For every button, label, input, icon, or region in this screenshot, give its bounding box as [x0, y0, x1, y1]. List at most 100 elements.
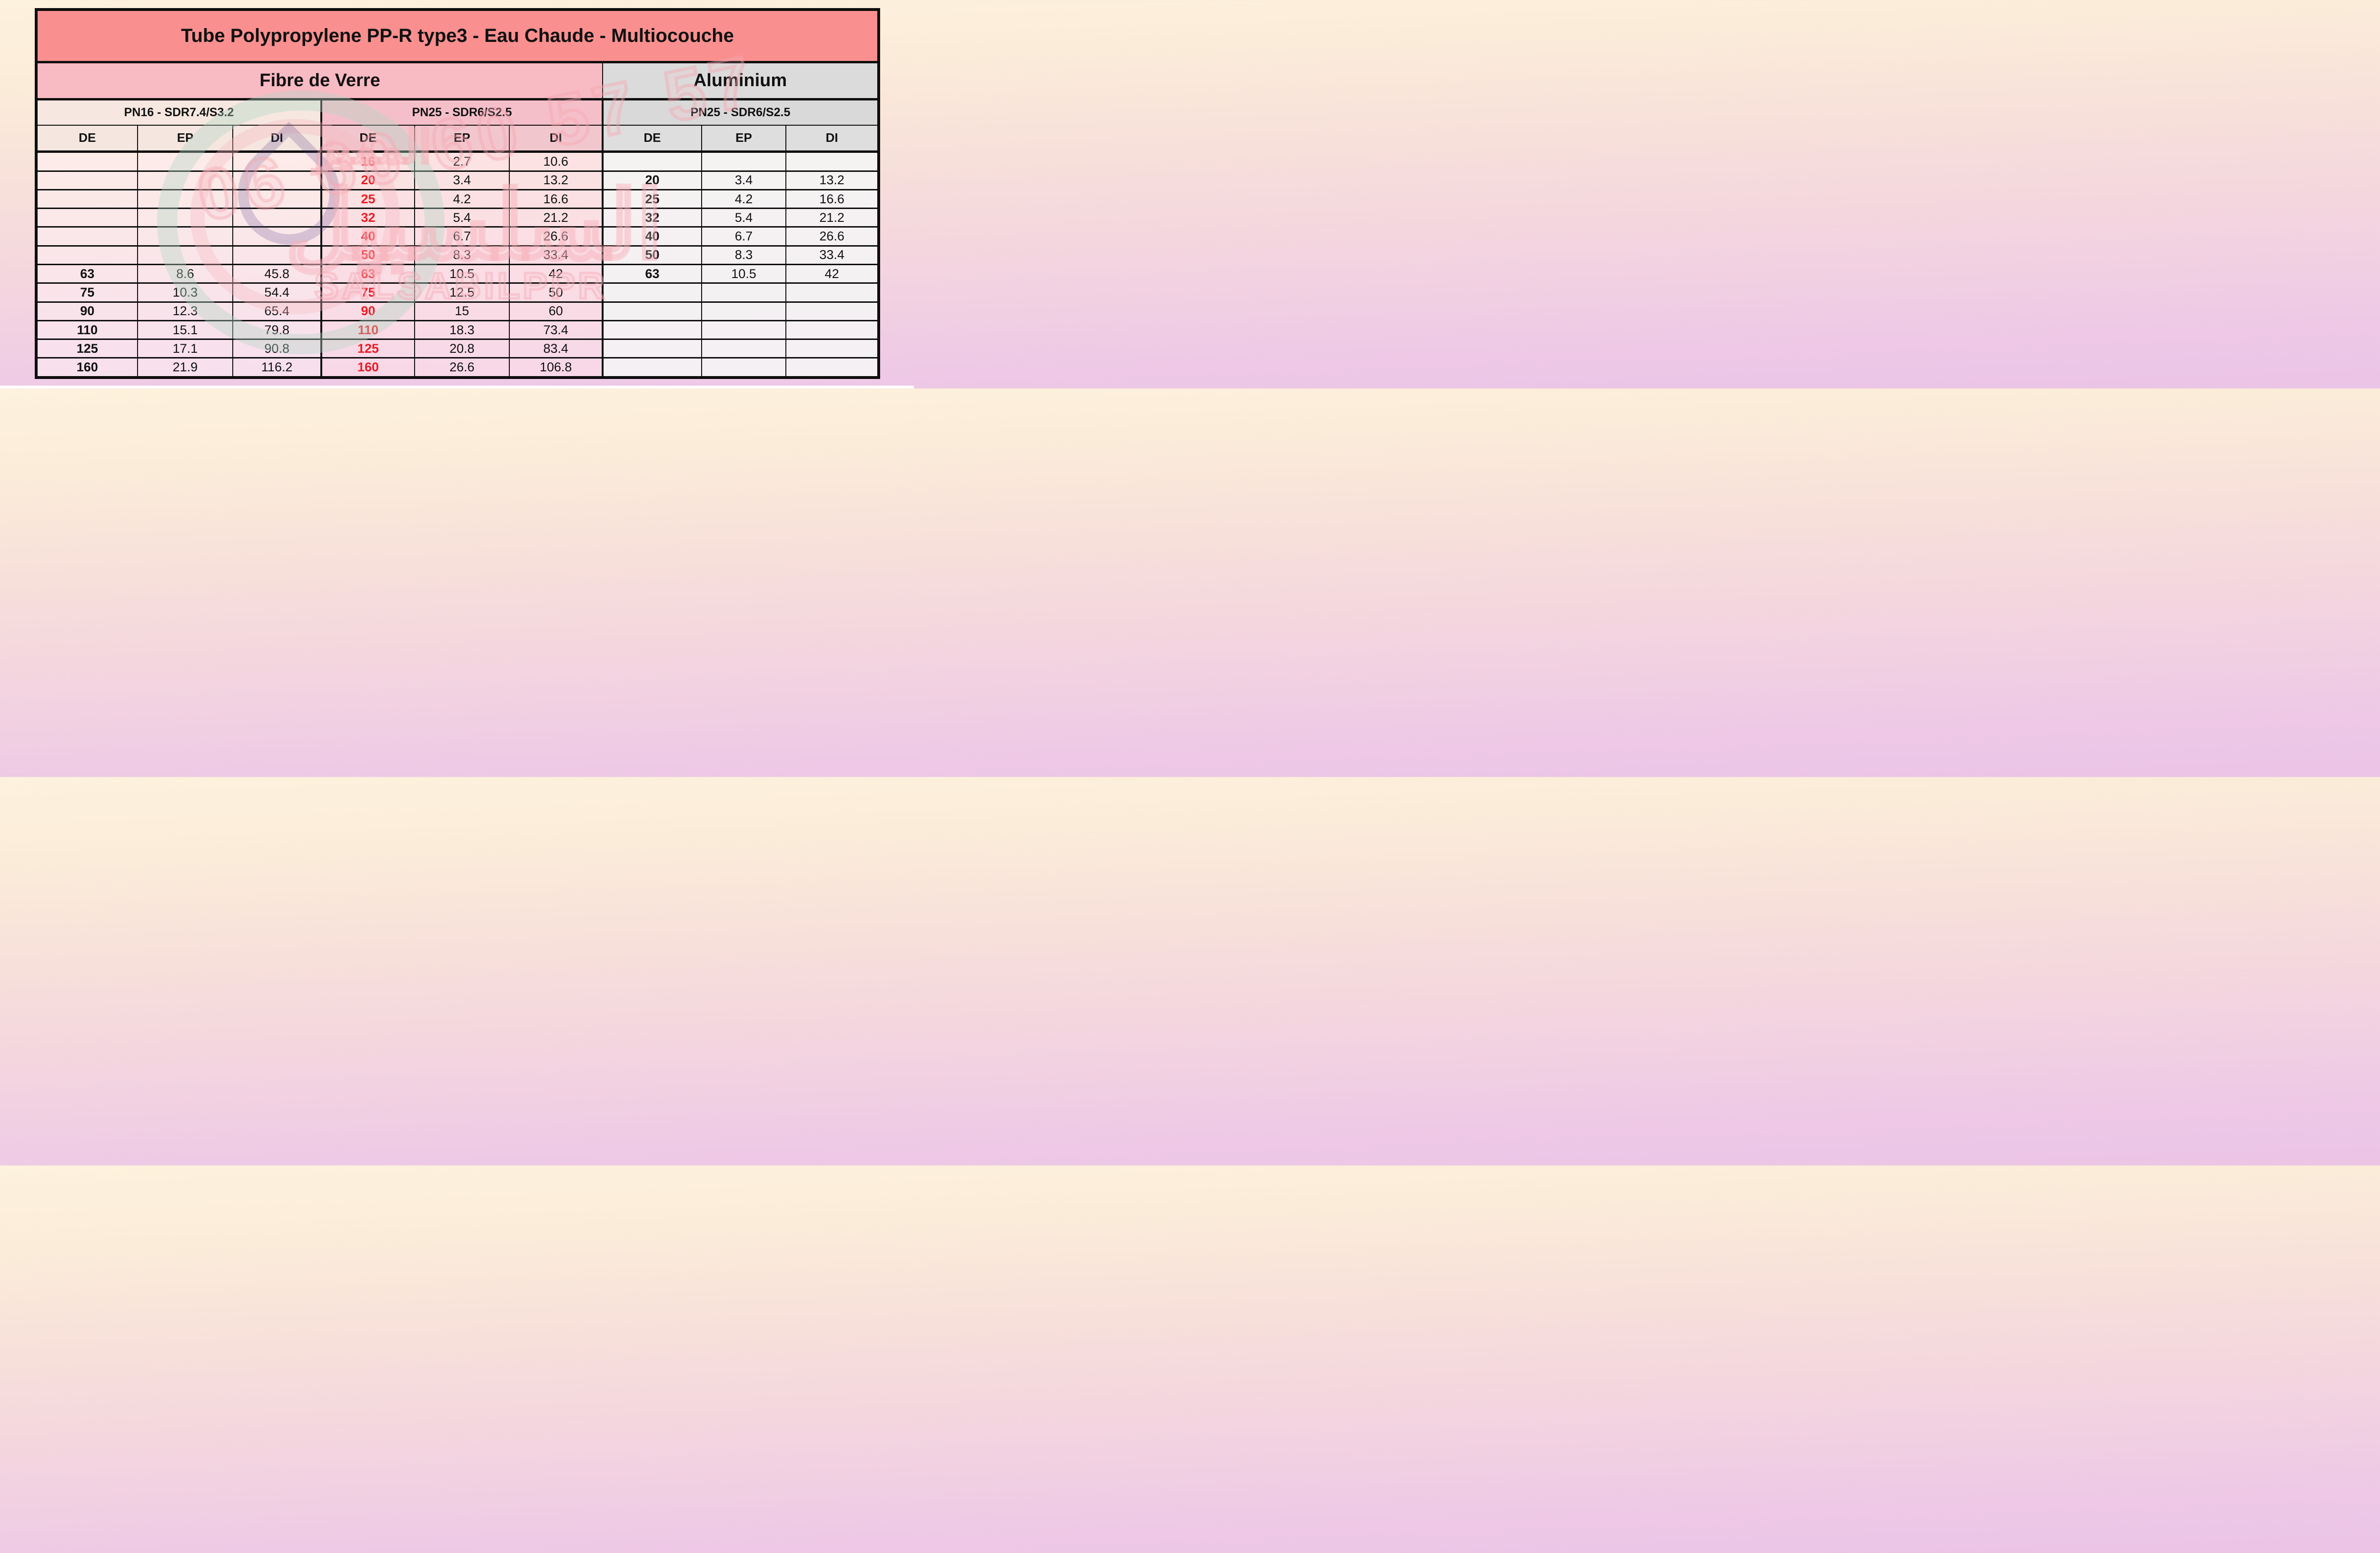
table-cell — [785, 282, 879, 303]
table-row: 125 17.1 90.8 125 20.8 83.4 — [36, 338, 879, 359]
table-cell: 79.8 — [232, 320, 323, 340]
table-cell: 21.9 — [137, 357, 234, 378]
table-cell: 125 — [36, 338, 138, 359]
table-cell: 75 — [36, 282, 138, 303]
table-cell: 10.3 — [137, 282, 234, 303]
table-cell — [602, 338, 702, 359]
table-cell — [602, 151, 702, 172]
column-header-di-1: DI — [232, 124, 323, 153]
table-cell — [701, 320, 787, 340]
table-cell: 125 — [321, 338, 415, 359]
table-row: 32 5.4 21.2 32 5.4 21.2 — [36, 208, 879, 228]
page-title: Tube Polypropylene PP-R type3 - Eau Chau… — [36, 9, 879, 63]
table-cell — [36, 245, 138, 266]
table-body: 16 2.7 10.6 20 3.4 13.2 20 3.4 13.2 25 4.2 16.6 25 4.… — [36, 151, 879, 378]
table-row: 110 15.1 79.8 110 18.3 73.4 — [36, 320, 879, 340]
table-cell — [602, 357, 702, 378]
table-cell: 16.6 — [785, 189, 879, 209]
table-cell — [785, 301, 879, 321]
table-cell: 160 — [321, 357, 415, 378]
table-cell — [36, 189, 138, 209]
table-row: 25 4.2 16.6 25 4.2 16.6 — [36, 189, 879, 209]
column-header-de-2: DE — [321, 124, 415, 153]
table-cell — [602, 282, 702, 303]
table-cell: 45.8 — [232, 264, 323, 284]
table-cell: 26.6 — [414, 357, 510, 378]
table-row: 16 2.7 10.6 — [36, 151, 879, 172]
column-header-de-3: DE — [602, 124, 702, 153]
table-cell: 26.6 — [785, 226, 879, 247]
table-cell — [785, 357, 879, 378]
table-row: 63 8.6 45.8 63 10.5 42 63 10.5 42 — [36, 264, 879, 284]
table-cell: 90 — [321, 301, 415, 321]
title-row: Tube Polypropylene PP-R type3 - Eau Chau… — [36, 9, 879, 63]
section-header-fibre-de-verre: Fibre de Verre — [36, 61, 603, 101]
table-cell: 42 — [509, 264, 604, 284]
table-cell: 5.4 — [701, 208, 787, 228]
table-cell: 16 — [321, 151, 415, 172]
table-cell — [232, 226, 323, 247]
table-cell — [701, 282, 787, 303]
table-cell: 116.2 — [232, 357, 323, 378]
table-cell: 3.4 — [414, 170, 510, 190]
table-cell: 40 — [321, 226, 415, 247]
column-header-ep-3: EP — [701, 124, 787, 153]
table-cell — [232, 189, 323, 209]
table-cell — [701, 338, 787, 359]
table-cell: 50 — [321, 245, 415, 266]
table-cell: 42 — [785, 264, 879, 284]
table-cell: 12.5 — [414, 282, 510, 303]
table-cell: 4.2 — [414, 189, 510, 209]
table-cell: 106.8 — [509, 357, 604, 378]
table-cell: 60 — [509, 301, 604, 321]
table-cell: 63 — [321, 264, 415, 284]
material-band-row: Fibre de Verre Aluminium — [36, 61, 879, 101]
table-cell: 90 — [36, 301, 138, 321]
table-cell: 54.4 — [232, 282, 323, 303]
table-cell — [137, 151, 234, 172]
table-cell: 20 — [602, 170, 702, 190]
table-cell: 83.4 — [509, 338, 604, 359]
table-row: 20 3.4 13.2 20 3.4 13.2 — [36, 170, 879, 190]
table-cell: 12.3 — [137, 301, 234, 321]
table-cell — [701, 301, 787, 321]
table-cell: 90.8 — [232, 338, 323, 359]
table-cell: 65.4 — [232, 301, 323, 321]
table-cell: 110 — [36, 320, 138, 340]
column-header-ep-1: EP — [137, 124, 234, 153]
table-cell — [137, 170, 234, 190]
pipe-spec-table: Tube Polypropylene PP-R type3 - Eau Chau… — [35, 8, 880, 379]
table-cell: 21.2 — [509, 208, 604, 228]
table-cell — [137, 226, 234, 247]
table-cell: 63 — [36, 264, 138, 284]
table-cell: 8.3 — [414, 245, 510, 266]
table-cell — [137, 245, 234, 266]
table-cell — [785, 151, 879, 172]
subsection-header-pn16: PN16 - SDR7.4/S3.2 — [35, 99, 323, 126]
table-cell: 8.6 — [137, 264, 234, 284]
subsection-header-pn25-fibre: PN25 - SDR6/S2.5 — [321, 99, 604, 126]
table-cell: 6.7 — [701, 226, 787, 247]
table-cell — [137, 208, 234, 228]
table-cell: 10.6 — [509, 151, 604, 172]
table-cell — [602, 301, 702, 321]
table-cell: 2.7 — [414, 151, 510, 172]
table-cell: 26.6 — [509, 226, 604, 247]
table-cell: 25 — [602, 189, 702, 209]
table-cell: 17.1 — [137, 338, 234, 359]
column-header-de-1: DE — [36, 124, 138, 153]
table-cell — [232, 151, 323, 172]
table-cell: 15 — [414, 301, 510, 321]
table-cell — [701, 357, 787, 378]
table-cell: 25 — [321, 189, 415, 209]
table-cell: 32 — [602, 208, 702, 228]
table-cell — [232, 170, 323, 190]
table-row: 90 12.3 65.4 90 15 60 — [36, 301, 879, 321]
table-cell: 8.3 — [701, 245, 787, 266]
table-cell: 32 — [321, 208, 415, 228]
table-cell — [232, 245, 323, 266]
table-cell: 33.4 — [509, 245, 604, 266]
table-row: 75 10.3 54.4 75 12.5 50 — [36, 282, 879, 303]
table-cell: 73.4 — [509, 320, 604, 340]
table-cell: 33.4 — [785, 245, 879, 266]
